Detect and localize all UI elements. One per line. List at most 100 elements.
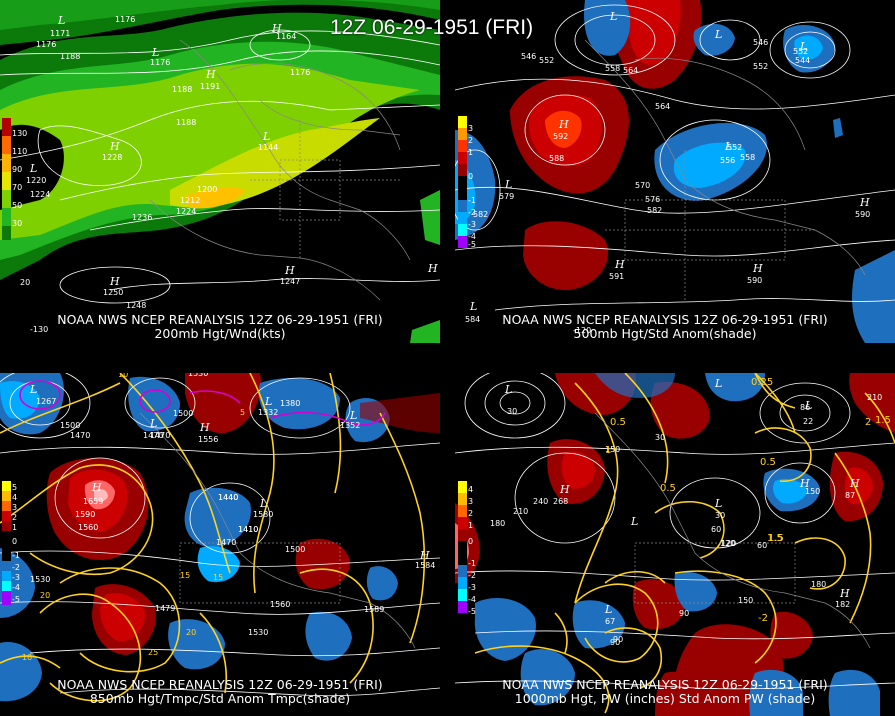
center-value: 1228 (102, 153, 123, 162)
pw-label: 1 (605, 445, 612, 456)
center-value: 590 (855, 210, 871, 219)
colorbar-tick: -5 (12, 595, 20, 604)
colorbar-tick: 0 (468, 537, 474, 546)
pressure-center: L (150, 417, 158, 430)
colorbar-tick: 4 (12, 493, 18, 502)
map-200mb (0, 0, 440, 343)
pressure-center: H (559, 118, 569, 131)
colorbar-tick: 3 (468, 497, 474, 506)
edge-label: 20 (20, 278, 31, 287)
center-value: 556 (720, 156, 736, 165)
pressure-center: L (605, 603, 613, 616)
center-value: 1247 (280, 277, 301, 286)
contour-label: 1176 (115, 15, 136, 24)
contour-label: 1500 (60, 421, 81, 430)
contour-label: 1440 (218, 493, 239, 502)
contour-label: 558 (740, 153, 756, 162)
center-value: 1556 (198, 435, 219, 444)
pressure-center: L (58, 14, 66, 27)
contour-label: 1470 (70, 431, 91, 440)
contour-label: 552 (727, 143, 743, 152)
colorbar-tick: 0 (468, 172, 474, 181)
caption-line2: 1000mb Hgt, PW (inches) Std Anom PW (sha… (514, 691, 816, 706)
map-500mb (455, 0, 895, 343)
colorbar-tick: 1 (468, 148, 474, 157)
colorbar-tick: 4 (468, 485, 474, 494)
center-value: 579 (499, 192, 515, 201)
contour-label: 564 (623, 66, 639, 75)
pressure-center: H (272, 22, 282, 35)
pressure-center: L (715, 28, 723, 41)
edge-label: -120 (573, 326, 592, 335)
colorbar-tick: 30 (12, 219, 23, 228)
pressure-center: H (428, 262, 438, 275)
colorbar-tick: -4 (468, 232, 476, 241)
center-value: 1176 (150, 58, 171, 67)
pressure-center: L (725, 140, 733, 153)
pw-label: 0.25 (751, 377, 774, 388)
contour-label: 150 (605, 445, 621, 454)
pressure-center: H (753, 262, 763, 275)
contour-label: 60 (757, 541, 768, 550)
pressure-center: L (715, 497, 723, 510)
contour-label: 1410 (238, 525, 259, 534)
temp-label: 10 (118, 373, 129, 379)
panel-caption: NOAA NWS NCEP REANALYSIS 12Z 06-29-1951 … (0, 678, 440, 706)
center-value: 1267 (36, 397, 57, 406)
contour-label: 1530 (30, 575, 51, 584)
pw-label: 0.5 (610, 417, 626, 428)
panel-1000mb: 4 3 2 1 0 -1 -2 -3 -4 -5 30 60 90 120 15… (455, 373, 895, 716)
colorbar-tick: -3 (468, 220, 476, 229)
pressure-center: L (805, 399, 813, 412)
contour-label: 552 (753, 62, 769, 71)
pressure-center: L (263, 130, 271, 143)
pressure-center: H (615, 258, 625, 271)
caption-line1: NOAA NWS NCEP REANALYSIS 12Z 06-29-1951 … (57, 677, 383, 692)
contour-label: 576 (645, 195, 661, 204)
center-value: 1659 (83, 497, 104, 506)
colorbar-tick: -3 (12, 573, 20, 582)
center-value: 1171 (50, 29, 71, 38)
contour-label: 1500 (173, 409, 194, 418)
center-value: 591 (609, 272, 625, 281)
contour-label: 552 (793, 47, 809, 56)
contour-label: 30 (507, 407, 518, 416)
contour-label: 1530 (248, 628, 269, 637)
center-value: 544 (795, 56, 811, 65)
pressure-center: H (420, 549, 430, 562)
contour-label: 1470 (150, 431, 171, 440)
center-value: 1352 (340, 421, 361, 430)
contour-label: 1470 (216, 538, 237, 547)
panel-caption: NOAA NWS NCEP REANALYSIS 12Z 06-29-1951 … (0, 313, 440, 341)
colorbar-tick: -3 (468, 583, 476, 592)
edge-label: -130 (30, 325, 49, 334)
contour-label: 1164 (276, 32, 297, 41)
center-value: 30 (715, 511, 726, 520)
panel-200mb: 130 110 90 70 50 30 1176 1188 1164 1176 … (0, 0, 440, 343)
contour-label: 546 (521, 52, 537, 61)
pressure-center: L (152, 46, 160, 59)
temp-label: 15 (180, 571, 191, 580)
colorbar-tick: -1 (468, 196, 476, 205)
contour-label: 1590 (75, 510, 96, 519)
contour-label: 120 (720, 539, 736, 548)
pressure-center: L (610, 10, 618, 23)
contour-label: 180 (811, 580, 827, 589)
contour-label: 1560 (270, 600, 291, 609)
center-value: 1191 (200, 82, 221, 91)
pressure-center: H (860, 196, 870, 209)
pw-label: 1.5 (767, 533, 783, 544)
contour-label: 1380 (280, 399, 301, 408)
pressure-center: L (505, 178, 513, 191)
main-title: 12Z 06-29-1951 (FRI) (330, 16, 534, 39)
contour-label: 120 (721, 539, 737, 548)
temp-label: 25 (148, 648, 159, 657)
contour-label: 30 (655, 433, 666, 442)
colorbar-tick: -2 (12, 563, 20, 572)
contour-label: 210 (513, 507, 529, 516)
center-value: 22 (803, 417, 814, 426)
pressure-center: H (110, 140, 120, 153)
contour-label: 1188 (172, 85, 193, 94)
colorbar-tick: -2 (468, 571, 476, 580)
pressure-center: L (470, 300, 478, 313)
